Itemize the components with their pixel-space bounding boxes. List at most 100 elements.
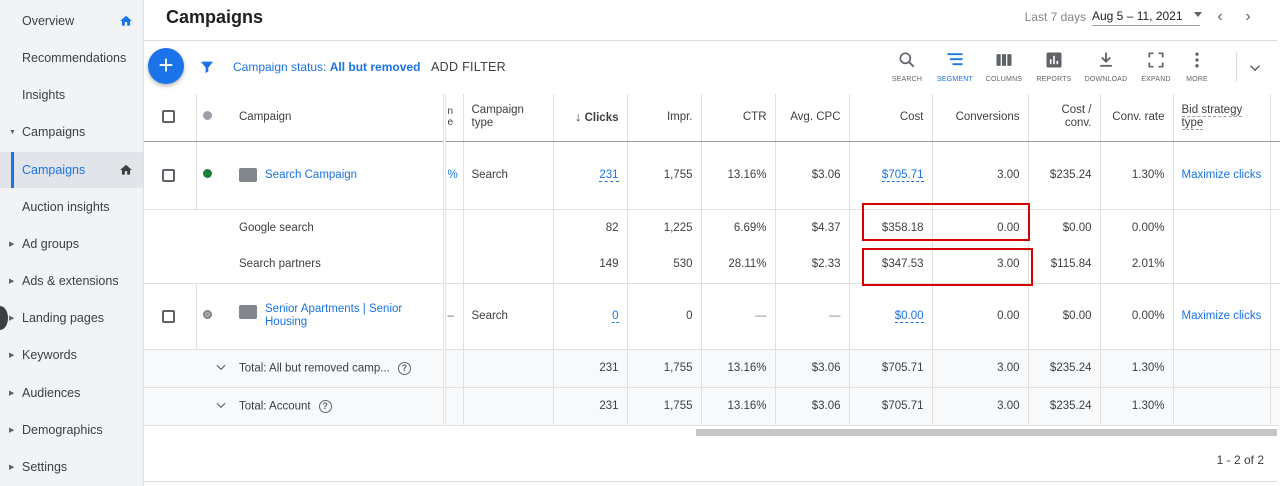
campaign-name-cell: Senior Apartments | Senior Housing xyxy=(231,283,446,350)
tool-label: SEARCH xyxy=(891,76,923,83)
sidebar-item-demographics[interactable]: ▶ Demographics xyxy=(0,412,143,448)
ctr-cell: 13.16% xyxy=(701,349,776,388)
campaign-status-filter[interactable]: Campaign status: All but removed xyxy=(233,60,420,74)
bid-strategy-link[interactable]: Maximize clicks xyxy=(1173,141,1271,210)
sidebar-item-auction-insights[interactable]: Auction insights xyxy=(0,189,143,225)
ctr-cell: 6.69% xyxy=(701,209,776,246)
more-tool-button[interactable]: MORE xyxy=(1172,50,1222,83)
clicks-link[interactable]: 0 xyxy=(612,310,619,323)
sidebar-item-recommendations[interactable]: Recommendations xyxy=(0,40,143,76)
ctr-cell: 13.16% xyxy=(701,141,776,210)
empty-cell xyxy=(1173,387,1271,426)
spacer xyxy=(1270,141,1280,210)
segment-tool-button[interactable]: SEGMENT xyxy=(930,50,980,83)
segment-name-cell: Google search xyxy=(231,209,446,246)
date-range-picker: Last 7 days Aug 5 – 11, 2021 ‹ › xyxy=(1025,8,1260,26)
bid-strategy-header[interactable]: Bid strategy type xyxy=(1173,94,1271,142)
search-tool-button[interactable]: SEARCH xyxy=(882,50,932,83)
sidebar-item-label: Campaigns xyxy=(22,125,86,139)
avg-cpc-header[interactable]: Avg. CPC xyxy=(775,94,850,142)
status-cell xyxy=(196,141,231,210)
row-checkbox[interactable] xyxy=(162,168,175,182)
empty-cell xyxy=(444,387,464,426)
campaign-header[interactable]: Campaign xyxy=(231,94,446,142)
spacer xyxy=(1270,283,1280,350)
sidebar-item-landing-pages[interactable]: ▶ Landing pages xyxy=(0,300,143,336)
chevron-down-icon[interactable] xyxy=(214,398,228,412)
horizontal-scrollbar[interactable] xyxy=(696,429,1277,436)
empty-cell xyxy=(196,246,231,284)
caret-right-icon: ▶ xyxy=(9,241,15,248)
cost-link[interactable]: $705.71 xyxy=(881,169,924,182)
chevron-down-icon[interactable] xyxy=(1246,59,1264,77)
clicks-cell: 231 xyxy=(553,141,628,210)
date-range-value: Aug 5 – 11, 2021 xyxy=(1092,8,1183,23)
sidebar-item-keywords[interactable]: ▶ Keywords xyxy=(0,337,143,373)
campaign-link[interactable]: Search Campaign xyxy=(265,169,358,182)
sidebar-item-settings[interactable]: ▶ Settings xyxy=(0,449,143,485)
dropdown-arrow-icon xyxy=(1194,11,1202,17)
impr-header[interactable]: Impr. xyxy=(627,94,702,142)
empty-cell xyxy=(444,209,464,246)
next-period-button[interactable]: › xyxy=(1245,8,1251,25)
total-row: Total: Account? 231 1,755 13.16% $3.06 $… xyxy=(144,387,1280,426)
row-checkbox[interactable] xyxy=(162,309,175,323)
paused-status-icon[interactable] xyxy=(202,310,212,319)
sidebar-item-campaigns-group[interactable]: ▼ Campaigns xyxy=(0,114,143,150)
conv-rate-header[interactable]: Conv. rate xyxy=(1100,94,1174,142)
empty-cell xyxy=(463,246,554,284)
empty-cell xyxy=(144,349,196,388)
filter-value: All but removed xyxy=(329,60,421,74)
clicks-link[interactable]: 231 xyxy=(599,169,619,182)
ctr-header[interactable]: CTR xyxy=(701,94,776,142)
collapse-handle[interactable] xyxy=(0,306,8,330)
expand-tool-button[interactable]: EXPAND xyxy=(1131,50,1181,83)
campaign-type-header[interactable]: Campaign type xyxy=(463,94,554,142)
campaign-link[interactable]: Senior Apartments | Senior Housing xyxy=(265,303,403,328)
cost-per-conv-cell: $0.00 xyxy=(1028,283,1101,350)
search-campaign-icon xyxy=(239,305,257,319)
cost-cell: $705.71 xyxy=(849,349,933,388)
sidebar-item-label: Insights xyxy=(22,88,66,102)
sidebar-item-label: Ads & extensions xyxy=(22,274,119,288)
reports-tool-button[interactable]: REPORTS xyxy=(1029,50,1079,83)
campaigns-table: Campaign n e Campaign type ↓ Clicks Impr… xyxy=(144,94,1280,426)
avg-cpc-cell: — xyxy=(775,283,850,350)
chevron-down-icon[interactable] xyxy=(214,360,228,374)
hidden-column-cell: % xyxy=(444,141,464,210)
sidebar-item-audiences[interactable]: ▶ Audiences xyxy=(0,375,143,411)
spacer xyxy=(1270,349,1280,388)
cost-link[interactable]: $0.00 xyxy=(894,310,924,323)
status-dot[interactable] xyxy=(202,169,212,178)
conversions-header[interactable]: Conversions xyxy=(932,94,1029,142)
download-tool-button[interactable]: DOWNLOAD xyxy=(1081,50,1131,83)
previous-period-button[interactable]: ‹ xyxy=(1217,8,1223,25)
segment-name-cell: Search partners xyxy=(231,246,446,284)
sidebar-item-campaigns[interactable]: Campaigns xyxy=(0,152,143,188)
sidebar-item-ads-extensions[interactable]: ▶ Ads & extensions xyxy=(0,263,143,299)
impr-cell: 530 xyxy=(627,246,702,284)
sidebar-item-ad-groups[interactable]: ▶ Ad groups xyxy=(0,226,143,262)
select-all-checkbox[interactable] xyxy=(162,110,175,124)
columns-tool-button[interactable]: COLUMNS xyxy=(979,50,1029,83)
row-select-cell xyxy=(144,283,197,350)
conversions-cell: 3.00 xyxy=(932,246,1029,284)
cost-header[interactable]: Cost xyxy=(849,94,933,142)
date-range-dropdown[interactable]: Aug 5 – 11, 2021 xyxy=(1092,8,1202,26)
bid-strategy-link[interactable]: Maximize clicks xyxy=(1173,283,1271,350)
help-icon[interactable]: ? xyxy=(397,361,411,375)
sidebar-item-overview[interactable]: Overview xyxy=(0,3,143,39)
tool-label: EXPAND xyxy=(1141,76,1171,83)
sidebar-item-label: Demographics xyxy=(22,423,103,437)
sidebar-item-label: Campaigns xyxy=(22,163,86,177)
add-filter-button[interactable]: ADD FILTER xyxy=(431,60,506,74)
cost-per-conv-header[interactable]: Cost / conv. xyxy=(1028,94,1101,142)
add-campaign-button[interactable]: + xyxy=(148,48,184,84)
active-indicator xyxy=(11,152,14,188)
filter-icon[interactable] xyxy=(199,59,215,75)
clicks-header[interactable]: ↓ Clicks xyxy=(553,94,628,142)
empty-cell xyxy=(463,349,554,388)
help-icon[interactable]: ? xyxy=(318,399,332,413)
clicks-header-label: Clicks xyxy=(584,111,619,124)
sidebar-item-insights[interactable]: Insights xyxy=(0,77,143,113)
